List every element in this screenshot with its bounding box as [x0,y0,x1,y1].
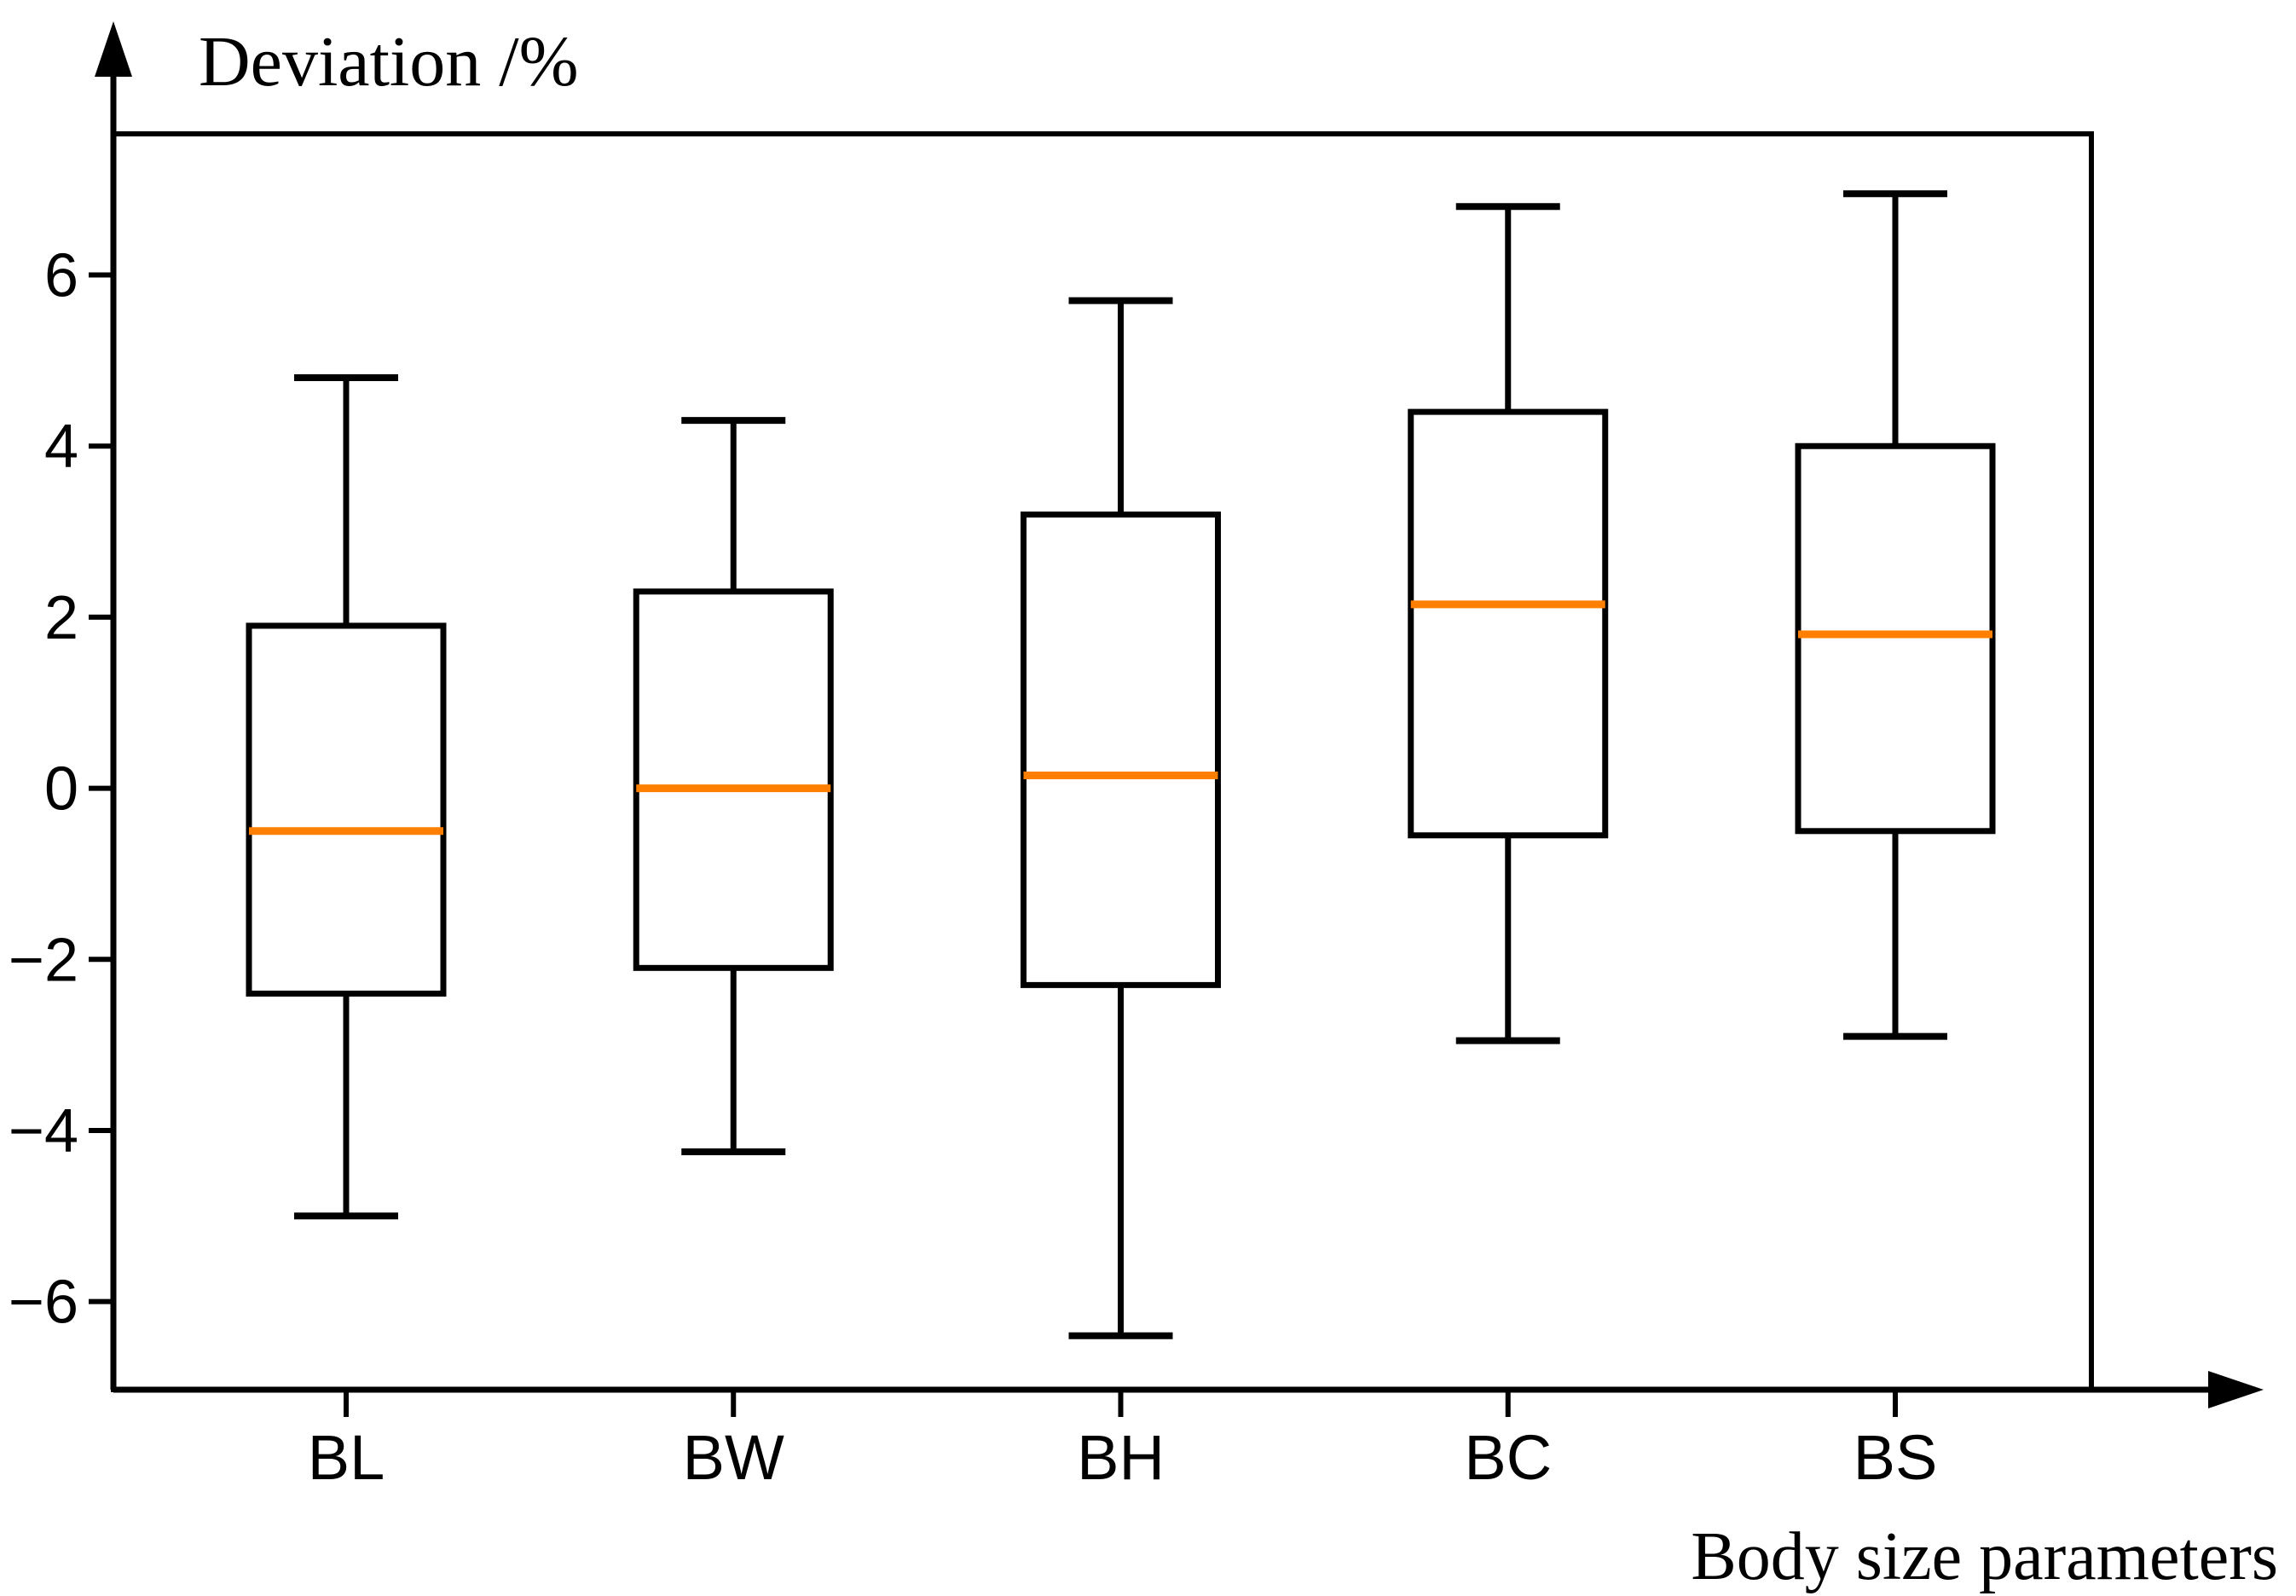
y-tick-label: 0 [44,755,78,824]
axes-layer: 6 4 2 0 −2 −4 −6 BL BW BH BC BS [9,21,2264,1493]
y-axis-arrowhead-icon [95,21,132,77]
box-group-BC [1408,203,1609,1044]
y-tick-label: −2 [9,926,78,994]
iqr-box-BC [1408,408,1609,839]
iqr-box-BW [633,588,834,971]
y-tick-label: 6 [44,242,78,310]
y-tick-label: −4 [9,1097,78,1165]
box-group-BL [246,373,447,1220]
x-axis-arrowhead-icon [2208,1371,2264,1408]
y-tick-label: 2 [44,584,78,652]
x-axis-title: Body size parameters [1691,1519,2278,1594]
iqr-box-BS [1795,442,1996,835]
x-category-label: BW [683,1422,784,1493]
iqr-box-BL [246,622,447,997]
y-tick-label: 4 [44,413,78,481]
x-category-label: BC [1464,1422,1552,1493]
x-category-label: BL [308,1422,385,1493]
box-group-BW [633,417,834,1156]
iqr-box-BH [1021,512,1221,988]
y-axis-title: Deviation /% [199,22,579,101]
y-tick-label: −6 [9,1269,78,1337]
box-group-BH [1021,297,1221,1339]
boxes-layer [246,190,1996,1339]
box-group-BS [1795,190,1996,1040]
x-category-label: BS [1854,1422,1938,1493]
x-category-label: BH [1077,1422,1165,1493]
